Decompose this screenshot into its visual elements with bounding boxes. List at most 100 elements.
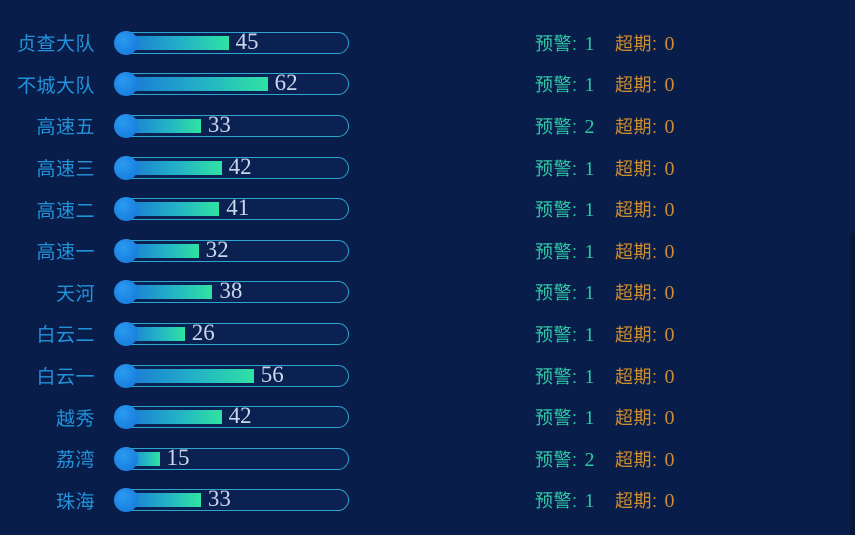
bar-fill <box>125 493 201 508</box>
overdue-stat: 超期: 0 <box>615 321 675 347</box>
progress-capsule[interactable]: 33 <box>114 486 349 513</box>
bar-start-cap-icon <box>114 321 138 346</box>
brigade-label: 越秀 <box>55 408 95 430</box>
warning-label: 预警: <box>535 75 578 96</box>
warning-stat: 预警: 1 <box>535 363 595 389</box>
progress-capsule[interactable]: 32 <box>114 236 349 263</box>
warning-value: 1 <box>584 282 595 305</box>
overdue-value: 0 <box>664 115 675 138</box>
overdue-value: 0 <box>664 490 675 513</box>
overdue-value: 0 <box>664 407 675 430</box>
overdue-label: 超期: <box>615 491 658 512</box>
warning-label: 预警: <box>535 33 578 54</box>
progress-capsule[interactable]: 62 <box>114 70 349 97</box>
warning-label: 预警: <box>535 116 578 137</box>
bar-start-cap-icon <box>114 446 138 471</box>
warning-value: 2 <box>584 115 595 138</box>
overdue-stat: 超期: 0 <box>615 113 675 139</box>
bar-start-cap-icon <box>114 488 138 513</box>
progress-capsule[interactable]: 42 <box>114 153 349 180</box>
bar-start-cap-icon <box>114 155 138 180</box>
overdue-stat: 超期: 0 <box>615 446 675 472</box>
bar-value: 33 <box>207 486 231 512</box>
brigade-row: 不城大队 62 预警: 1 超期: 0 <box>0 64 855 106</box>
warning-stat: 预警: 1 <box>535 71 595 97</box>
overdue-label: 超期: <box>615 449 658 470</box>
warning-value: 1 <box>584 490 595 513</box>
bar-value: 56 <box>260 361 284 387</box>
bar-value: 42 <box>228 403 252 429</box>
bar-value: 38 <box>219 278 243 304</box>
overdue-value: 0 <box>664 365 675 388</box>
bar-value: 26 <box>191 319 215 345</box>
brigade-label: 珠海 <box>55 491 95 513</box>
bar-fill <box>125 285 213 300</box>
overdue-label: 超期: <box>615 241 658 262</box>
bar-value: 33 <box>207 111 231 137</box>
progress-capsule[interactable]: 26 <box>114 319 349 346</box>
bar-value: 42 <box>228 153 252 179</box>
brigade-row: 高速五 33 预警: 2 超期: 0 <box>0 105 855 147</box>
warning-stat: 预警: 1 <box>535 321 595 347</box>
overdue-label: 超期: <box>615 75 658 96</box>
warning-label: 预警: <box>535 241 578 262</box>
overdue-label: 超期: <box>615 116 658 137</box>
overdue-value: 0 <box>664 323 675 346</box>
overdue-stat: 超期: 0 <box>615 71 675 97</box>
bar-fill <box>125 77 268 92</box>
warning-stat: 预警: 1 <box>535 155 595 181</box>
overdue-stat: 超期: 0 <box>615 30 675 56</box>
overdue-stat: 超期: 0 <box>615 155 675 181</box>
bar-start-cap-icon <box>114 280 138 305</box>
overdue-label: 超期: <box>615 283 658 304</box>
brigade-row: 珠海 33 预警: 1 超期: 0 <box>0 480 855 522</box>
progress-capsule[interactable]: 38 <box>114 278 349 305</box>
bar-start-cap-icon <box>114 30 138 55</box>
overdue-value: 0 <box>664 240 675 263</box>
warning-value: 1 <box>584 365 595 388</box>
brigade-row: 高速二 41 预警: 1 超期: 0 <box>0 188 855 230</box>
bar-fill <box>125 118 201 133</box>
brigade-row: 白云二 26 预警: 1 超期: 0 <box>0 313 855 355</box>
progress-capsule[interactable]: 41 <box>114 195 349 222</box>
bar-start-cap-icon <box>114 363 138 388</box>
bar-start-cap-icon <box>114 72 138 97</box>
progress-capsule[interactable]: 56 <box>114 361 349 388</box>
overdue-value: 0 <box>664 32 675 55</box>
overdue-stat: 超期: 0 <box>615 404 675 430</box>
overdue-label: 超期: <box>615 366 658 387</box>
bar-value: 45 <box>235 28 259 54</box>
overdue-value: 0 <box>664 448 675 471</box>
bar-fill <box>125 410 222 425</box>
warning-stat: 预警: 1 <box>535 196 595 222</box>
brigade-label: 天河 <box>55 283 95 305</box>
brigade-alert-bar-list: 贞查大队 45 预警: 1 超期: 0 不城大队 62 预警: 1 超期: 0 高速五 <box>0 22 855 521</box>
warning-stat: 预警: 1 <box>535 30 595 56</box>
warning-label: 预警: <box>535 158 578 179</box>
brigade-label: 白云二 <box>36 325 95 347</box>
bar-fill <box>125 202 220 217</box>
brigade-label: 贞查大队 <box>16 34 95 56</box>
progress-capsule[interactable]: 45 <box>114 28 349 55</box>
progress-capsule[interactable]: 15 <box>114 445 349 471</box>
warning-stat: 预警: 1 <box>535 279 595 305</box>
progress-capsule[interactable]: 33 <box>114 111 349 138</box>
overdue-label: 超期: <box>615 324 658 345</box>
overdue-value: 0 <box>664 74 675 97</box>
warning-value: 2 <box>584 448 595 471</box>
overdue-value: 0 <box>664 157 675 180</box>
progress-capsule[interactable]: 42 <box>114 403 349 430</box>
brigade-label: 荔湾 <box>55 450 95 472</box>
bar-value: 32 <box>205 236 229 262</box>
bar-fill <box>125 35 229 50</box>
bar-value: 41 <box>226 195 250 221</box>
overdue-stat: 超期: 0 <box>615 196 675 222</box>
brigade-row: 天河 38 预警: 1 超期: 0 <box>0 272 855 314</box>
bar-start-cap-icon <box>114 113 138 138</box>
warning-label: 预警: <box>535 324 578 345</box>
overdue-label: 超期: <box>615 158 658 179</box>
bar-fill <box>125 243 199 258</box>
warning-label: 预警: <box>535 283 578 304</box>
brigade-row: 贞查大队 45 预警: 1 超期: 0 <box>0 22 855 64</box>
brigade-row: 越秀 42 预警: 1 超期: 0 <box>0 396 855 438</box>
